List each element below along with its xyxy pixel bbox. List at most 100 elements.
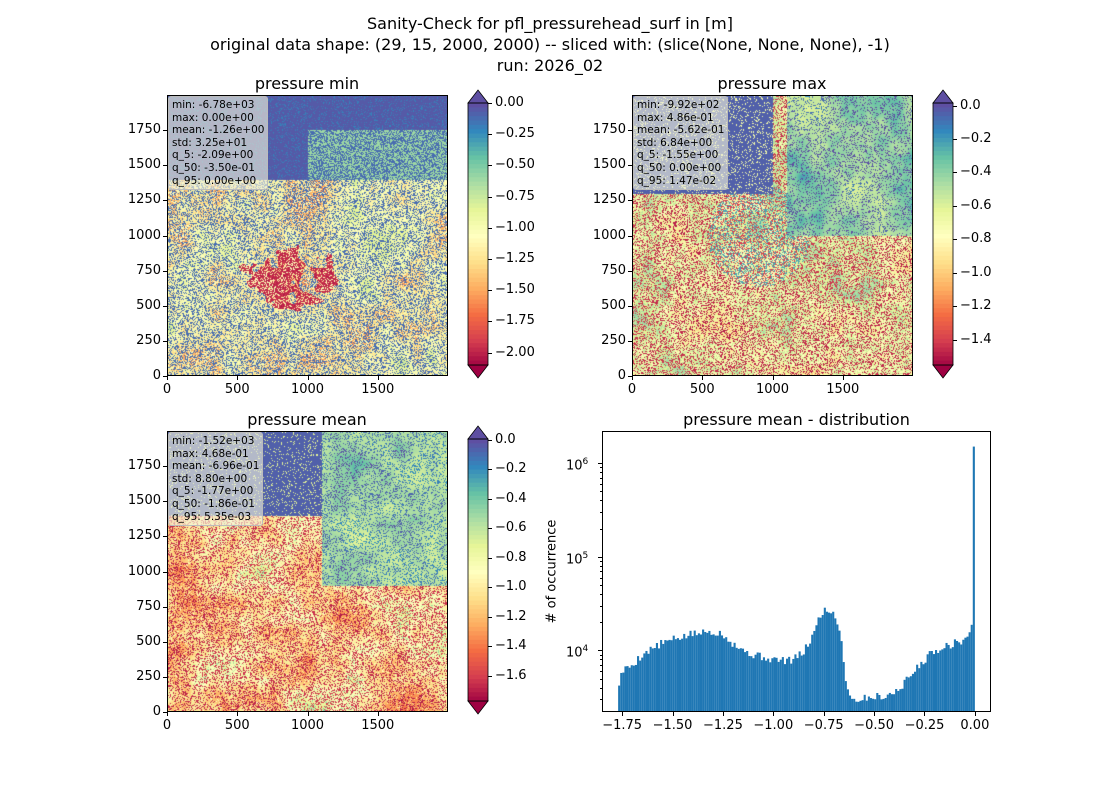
hist-y-minor-tick	[600, 654, 602, 656]
colorbar-segment	[468, 600, 488, 606]
colorbar-segment	[468, 613, 488, 619]
colorbar-segment	[468, 500, 488, 506]
histogram-bar	[922, 664, 925, 712]
colorbar-tick-label-1-5: −1.0	[960, 264, 992, 280]
stats-line-0-3: std: 3.25e+01	[172, 136, 248, 149]
histogram-bar	[756, 652, 759, 712]
colorbar-segment	[468, 469, 488, 475]
colorbar-tick-label-1-7: −1.4	[960, 331, 992, 347]
colorbar-segment	[468, 679, 488, 685]
x-tick-mark-0-0	[167, 376, 168, 380]
histogram-bar	[911, 673, 915, 712]
colorbar-segment	[933, 338, 953, 344]
colorbar-tick-mark-2-6	[488, 616, 492, 618]
colorbar-segment	[468, 238, 488, 244]
colorbar-segment	[468, 260, 488, 266]
colorbar-segment	[468, 473, 488, 479]
colorbar-segment	[468, 103, 488, 108]
colorbar-segment	[933, 146, 953, 152]
colorbar-segment	[933, 225, 953, 231]
colorbar-tick-label-1-2: −0.4	[960, 164, 992, 180]
hist-y-minor-tick	[600, 678, 602, 680]
colorbar-segment	[468, 513, 488, 519]
y-tick-label-1-4: 1000	[592, 227, 626, 243]
stats-line-0-0: min: -6.78e+03	[172, 99, 255, 111]
histogram-bar	[762, 657, 766, 712]
histogram-bar	[855, 701, 858, 712]
histogram-bar	[832, 611, 835, 712]
colorbar-segment	[933, 334, 953, 340]
y-tick-mark-2-2	[163, 641, 167, 643]
histogram-bar	[744, 652, 747, 712]
y-tick-label-0-4: 1000	[127, 227, 161, 243]
histogram-bar	[769, 662, 772, 712]
histogram-bar	[811, 634, 814, 712]
colorbar-segment	[468, 465, 488, 471]
colorbar-segment	[933, 103, 953, 108]
y-tick-mark-2-7	[163, 466, 167, 468]
colorbar-segment	[468, 687, 488, 693]
colorbar-segment	[933, 142, 953, 148]
hist-y-tick-base-2: 10	[566, 458, 583, 474]
hist-x-tick-label-0: −1.75	[602, 718, 643, 733]
histogram-bar	[645, 650, 648, 712]
colorbar-tick-mark-2-7	[488, 646, 492, 648]
histogram-bar	[802, 654, 805, 712]
colorbar-segment	[933, 268, 953, 274]
y-tick-mark-0-5	[163, 200, 167, 202]
histogram-bar	[639, 660, 642, 712]
histogram-bar	[624, 666, 627, 712]
histogram-bar	[693, 630, 696, 712]
colorbar-segment	[933, 351, 953, 357]
histogram-bar	[760, 660, 763, 712]
colorbar-segment	[468, 583, 488, 589]
stats-line-1-1: max: 4.86e-01	[637, 111, 714, 124]
histogram-bar	[817, 617, 820, 712]
y-tick-mark-0-0	[163, 376, 167, 377]
colorbar-segment	[468, 159, 488, 165]
histogram-bar	[657, 648, 661, 712]
histogram-bar	[935, 650, 938, 712]
hist-y-tick-label-1: 105	[566, 549, 588, 567]
x-tick-mark-0-3	[377, 376, 379, 380]
histogram-bar	[867, 696, 870, 712]
histogram-bar	[710, 634, 713, 712]
histogram-bar	[723, 638, 726, 712]
stats-line-1-0: min: -9.92e+02	[637, 99, 720, 111]
colorbar-tick-label-1-4: −0.8	[960, 231, 992, 247]
colorbar-tick-mark-0-5	[488, 258, 492, 260]
colorbar-segment	[933, 155, 953, 161]
hist-y-minor-tick	[600, 671, 602, 673]
colorbar-tick-label-2-8: −1.6	[495, 667, 527, 683]
hist-y-minor-tick	[600, 477, 602, 479]
histogram-bar	[752, 658, 755, 712]
colorbar-segment	[468, 356, 488, 362]
hist-x-tick-label-2: −1.25	[703, 718, 743, 733]
hist-y-tick-label-0: 104	[566, 642, 588, 660]
colorbar-tick-label-2-1: −0.2	[495, 461, 527, 477]
y-tick-label-0-5: 1250	[127, 192, 161, 208]
histogram-bar	[960, 644, 963, 712]
colorbar-segment	[468, 312, 488, 318]
histogram-bar	[754, 654, 757, 712]
colorbar-segment	[468, 264, 488, 270]
colorbar-segment	[933, 194, 953, 200]
histogram-bar	[628, 667, 631, 712]
colorbar-segment	[933, 295, 953, 301]
colorbar-tick-label-2-3: −0.6	[495, 520, 527, 536]
colorbar-segment	[933, 220, 953, 226]
histogram-bar	[914, 671, 917, 712]
colorbar-segment	[468, 168, 488, 174]
histogram-bar	[790, 663, 793, 712]
hist-x-tick-mark-0	[622, 712, 624, 716]
histogram-bar	[731, 646, 734, 712]
histogram-bar	[748, 656, 751, 712]
histogram-bar	[674, 639, 677, 712]
histogram-bar	[970, 624, 973, 712]
colorbar-segment	[468, 674, 488, 680]
colorbar-tick-mark-1-2	[953, 172, 957, 174]
colorbar-segment	[468, 521, 488, 527]
hist-x-tick-label-6: −0.25	[904, 718, 945, 733]
colorbar-segment	[468, 247, 488, 253]
